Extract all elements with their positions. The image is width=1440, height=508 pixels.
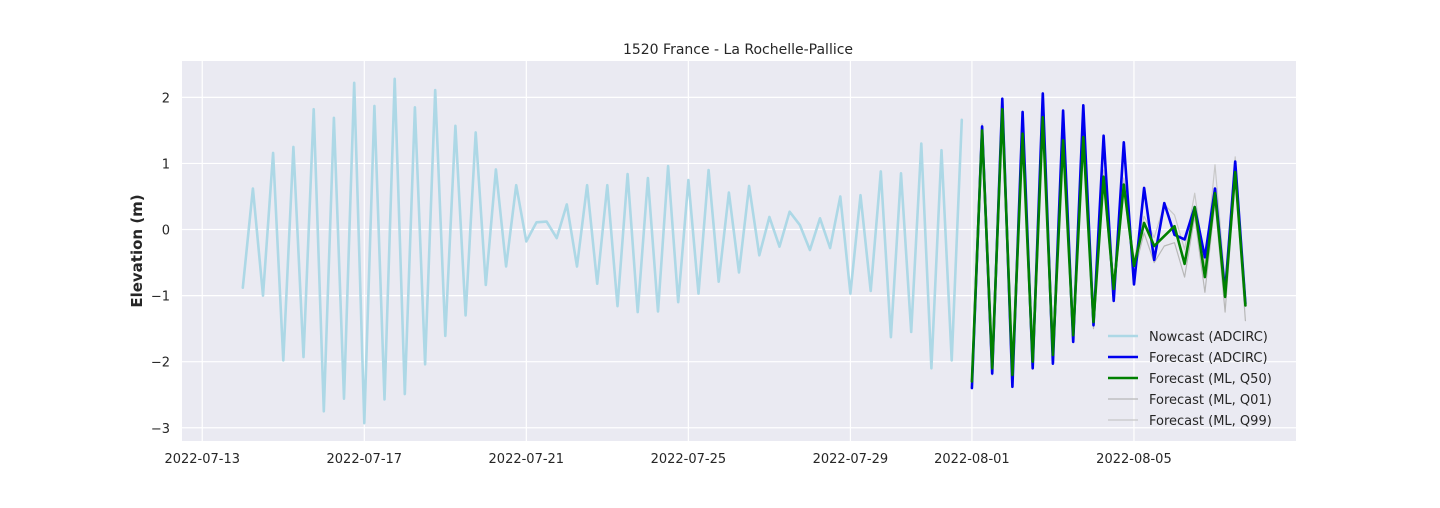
legend-label: Forecast (ML, Q99) bbox=[1149, 414, 1272, 429]
series-line-0 bbox=[241, 77, 964, 425]
y-axis-label: Elevation (m) bbox=[128, 194, 146, 307]
x-tick-label: 2022-07-13 bbox=[164, 452, 240, 467]
x-tick-label: 2022-07-29 bbox=[813, 452, 889, 467]
y-tick-label: 1 bbox=[162, 157, 170, 172]
x-tick-label: 2022-07-21 bbox=[489, 452, 565, 467]
y-tick-label: −2 bbox=[151, 356, 170, 371]
chart-title: 1520 France - La Rochelle-Pallice bbox=[623, 42, 853, 58]
y-tick-label: 0 bbox=[162, 224, 170, 239]
y-tick-label: −3 bbox=[151, 422, 170, 437]
grid-lines bbox=[182, 61, 1296, 441]
legend-label: Nowcast (ADCIRC) bbox=[1149, 330, 1268, 345]
x-tick-label: 2022-08-01 bbox=[934, 452, 1010, 467]
legend-label: Forecast (ML, Q01) bbox=[1149, 393, 1272, 408]
legend: Nowcast (ADCIRC) Forecast (ADCIRC) Forecas… bbox=[1108, 330, 1272, 429]
axis-ticks: 2022-07-13 2022-07-17 2022-07-21 2022-07-25… bbox=[151, 91, 1172, 467]
y-tick-label: 2 bbox=[162, 91, 170, 106]
y-tick-label: −1 bbox=[151, 290, 170, 305]
x-tick-label: 2022-07-25 bbox=[651, 452, 727, 467]
legend-label: Forecast (ADCIRC) bbox=[1149, 351, 1268, 366]
legend-label: Forecast (ML, Q50) bbox=[1149, 372, 1272, 387]
x-tick-label: 2022-07-17 bbox=[327, 452, 403, 467]
x-tick-label: 2022-08-05 bbox=[1096, 452, 1172, 467]
series-line-2 bbox=[970, 107, 1247, 383]
series-lines bbox=[241, 77, 1247, 425]
